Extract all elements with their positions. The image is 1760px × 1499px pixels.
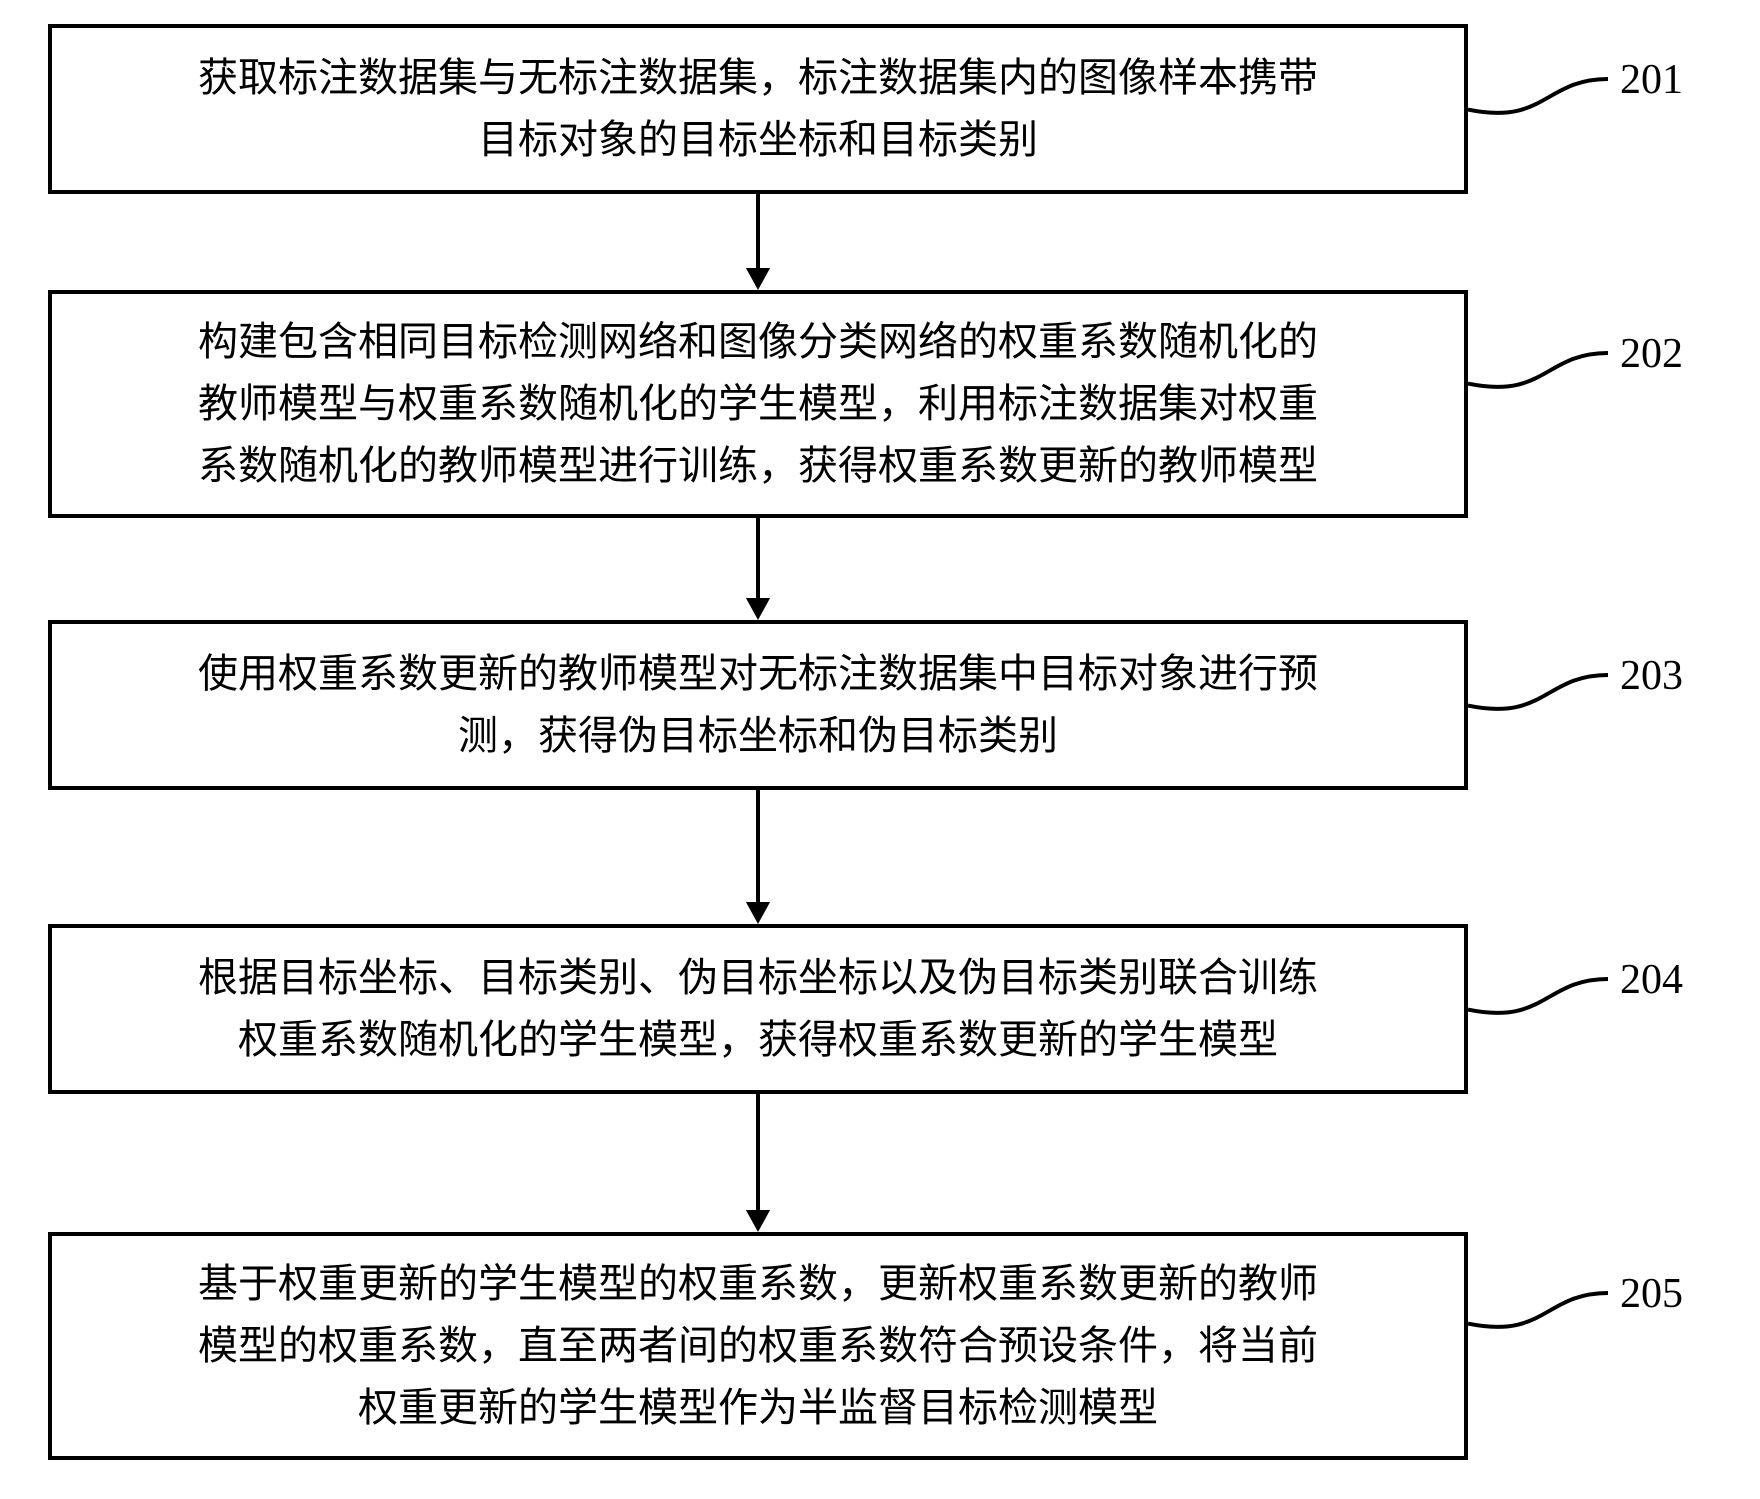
label-connector [1468,1289,1616,1354]
step-label-203: 203 [1620,652,1683,700]
flowchart-canvas: 获取标注数据集与无标注数据集，标注数据集内的图像样本携带 目标对象的目标坐标和目… [0,0,1760,1499]
step-label-202: 202 [1620,330,1683,378]
flow-arrow [728,518,788,620]
step-label-201: 201 [1620,56,1683,104]
step-label-205: 205 [1620,1270,1683,1318]
flow-node-text: 构建包含相同目标检测网络和图像分类网络的权重系数随机化的 教师模型与权重系数随机… [198,311,1318,497]
flow-node-text: 使用权重系数更新的教师模型对无标注数据集中目标对象进行预 测，获得伪目标坐标和伪… [198,643,1318,767]
label-connector [1468,349,1616,414]
flow-node-n5: 基于权重更新的学生模型的权重系数，更新权重系数更新的教师 模型的权重系数，直至两… [48,1232,1468,1460]
flow-arrow [728,1094,788,1232]
flow-node-text: 根据目标坐标、目标类别、伪目标坐标以及伪目标类别联合训练 权重系数随机化的学生模… [198,947,1318,1071]
flow-arrow [728,790,788,924]
flow-node-n4: 根据目标坐标、目标类别、伪目标坐标以及伪目标类别联合训练 权重系数随机化的学生模… [48,924,1468,1094]
flow-node-text: 基于权重更新的学生模型的权重系数，更新权重系数更新的教师 模型的权重系数，直至两… [198,1253,1318,1439]
flow-node-n2: 构建包含相同目标检测网络和图像分类网络的权重系数随机化的 教师模型与权重系数随机… [48,290,1468,518]
step-label-204: 204 [1620,956,1683,1004]
flow-node-n3: 使用权重系数更新的教师模型对无标注数据集中目标对象进行预 测，获得伪目标坐标和伪… [48,620,1468,790]
label-connector [1468,975,1616,1040]
flow-arrow [728,194,788,290]
label-connector [1468,75,1616,140]
flow-node-text: 获取标注数据集与无标注数据集，标注数据集内的图像样本携带 目标对象的目标坐标和目… [198,47,1318,171]
flow-node-n1: 获取标注数据集与无标注数据集，标注数据集内的图像样本携带 目标对象的目标坐标和目… [48,24,1468,194]
label-connector [1468,671,1616,736]
